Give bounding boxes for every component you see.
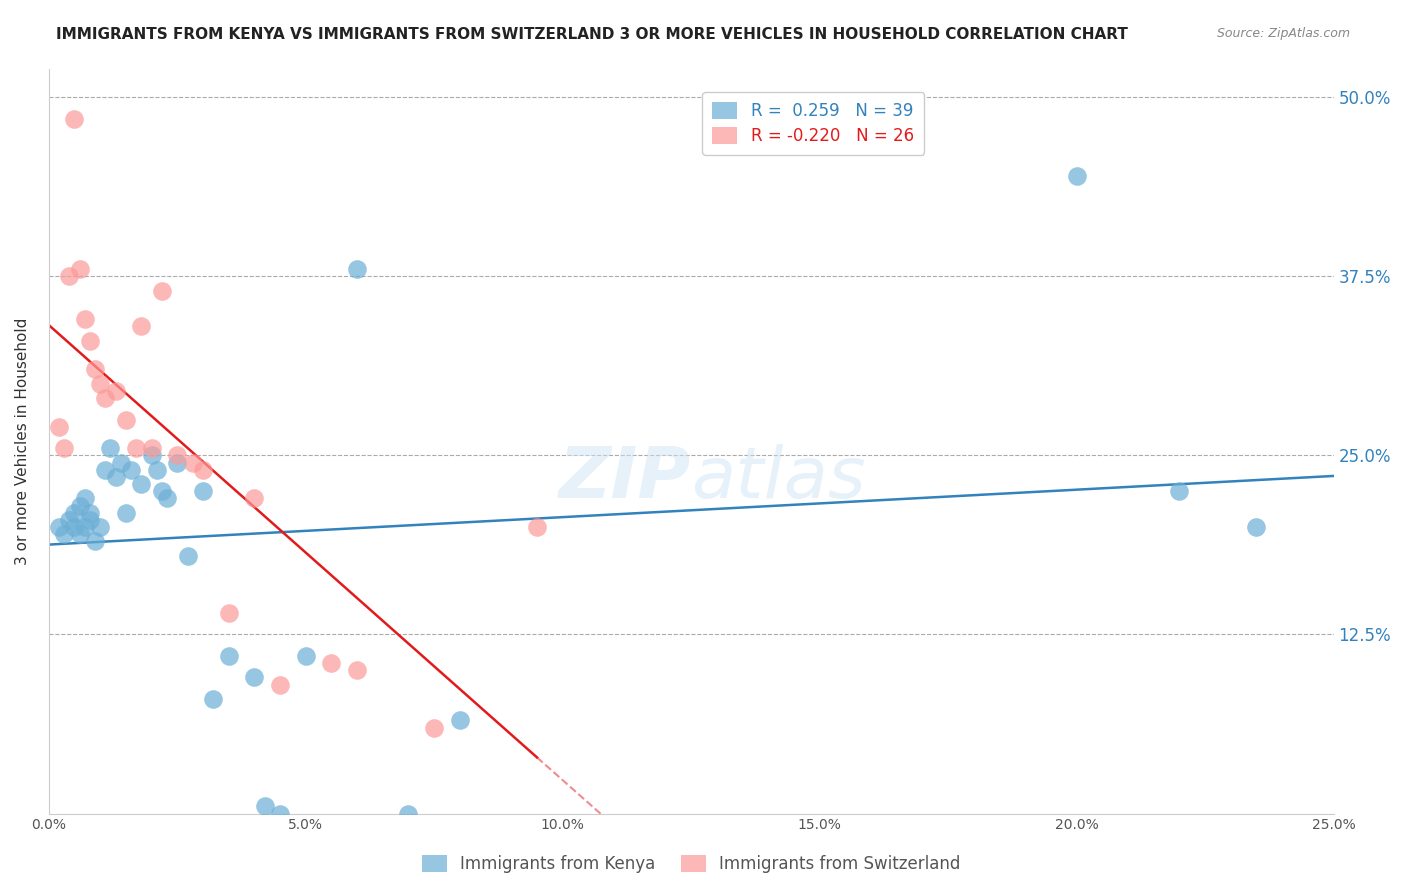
Point [63, 506, 86, 520]
Point [79, 513, 101, 527]
Point [141, 448, 163, 462]
Point [69, 527, 91, 541]
Text: IMMIGRANTS FROM KENYA VS IMMIGRANTS FROM SWITZERLAND 3 OR MORE VEHICLES IN HOUSE: IMMIGRANTS FROM KENYA VS IMMIGRANTS FROM… [56, 27, 1128, 42]
Point [218, 606, 240, 620]
Point [1066, 169, 1088, 183]
Point [58, 513, 80, 527]
Y-axis label: 3 or more Vehicles in Household: 3 or more Vehicles in Household [15, 318, 30, 565]
Point [423, 721, 446, 735]
Point [145, 463, 167, 477]
Point [243, 491, 266, 506]
Point [269, 806, 291, 821]
Point [449, 714, 471, 728]
Point [84, 362, 107, 376]
Point [84, 534, 107, 549]
Point [79, 334, 101, 348]
Text: atlas: atlas [692, 444, 866, 513]
Point [110, 456, 132, 470]
Point [48, 520, 70, 534]
Point [73, 491, 96, 506]
Point [156, 491, 179, 506]
Point [346, 262, 368, 277]
Point [150, 484, 173, 499]
Point [125, 441, 148, 455]
Point [53, 441, 76, 455]
Point [218, 648, 240, 663]
Point [89, 376, 111, 391]
Text: ZIP: ZIP [558, 444, 692, 513]
Legend: R =  0.259   N = 39, R = -0.220   N = 26: R = 0.259 N = 39, R = -0.220 N = 26 [703, 92, 924, 154]
Point [526, 520, 548, 534]
Point [89, 520, 111, 534]
Point [120, 463, 142, 477]
Point [150, 284, 173, 298]
Point [48, 419, 70, 434]
Point [176, 549, 198, 563]
Point [104, 470, 127, 484]
Point [129, 319, 152, 334]
Point [294, 648, 316, 663]
Point [269, 677, 291, 691]
Point [79, 506, 101, 520]
Point [100, 441, 122, 455]
Point [398, 806, 420, 821]
Point [253, 799, 276, 814]
Point [129, 477, 152, 491]
Point [58, 269, 80, 284]
Point [141, 441, 163, 455]
Point [63, 112, 86, 126]
Point [69, 499, 91, 513]
Point [94, 391, 117, 405]
Point [53, 527, 76, 541]
Point [346, 663, 368, 677]
Point [181, 456, 204, 470]
Point [73, 520, 96, 534]
Point [191, 463, 214, 477]
Point [69, 262, 91, 277]
Point [166, 456, 188, 470]
Point [202, 692, 225, 706]
Point [104, 384, 127, 398]
Point [166, 448, 188, 462]
Point [114, 506, 136, 520]
Point [321, 656, 343, 670]
Point [243, 670, 266, 684]
Point [114, 412, 136, 426]
Point [1168, 484, 1191, 499]
Point [94, 463, 117, 477]
Text: Source: ZipAtlas.com: Source: ZipAtlas.com [1216, 27, 1350, 40]
Point [63, 520, 86, 534]
Point [73, 312, 96, 326]
Point [191, 484, 214, 499]
Point [1246, 520, 1268, 534]
